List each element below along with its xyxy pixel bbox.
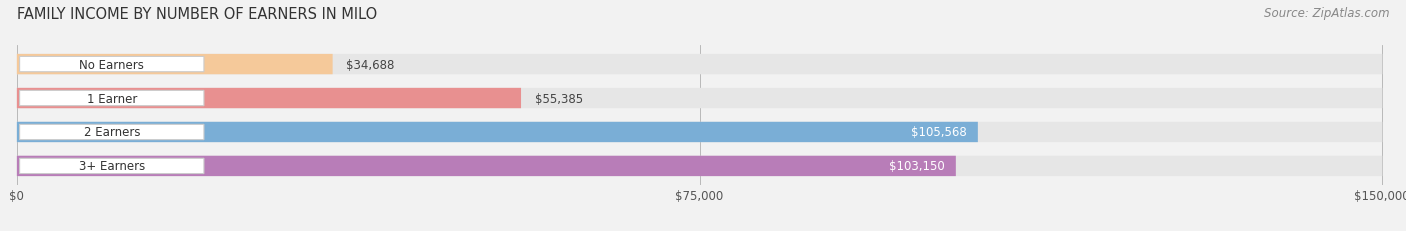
- Text: 2 Earners: 2 Earners: [83, 126, 141, 139]
- FancyBboxPatch shape: [20, 159, 204, 174]
- Text: Source: ZipAtlas.com: Source: ZipAtlas.com: [1264, 7, 1389, 20]
- FancyBboxPatch shape: [20, 91, 204, 106]
- Text: No Earners: No Earners: [79, 58, 145, 71]
- Text: 1 Earner: 1 Earner: [87, 92, 136, 105]
- FancyBboxPatch shape: [17, 55, 1382, 75]
- Text: $55,385: $55,385: [534, 92, 583, 105]
- Text: $105,568: $105,568: [911, 126, 967, 139]
- Text: 3+ Earners: 3+ Earners: [79, 160, 145, 173]
- FancyBboxPatch shape: [17, 88, 1382, 109]
- FancyBboxPatch shape: [20, 57, 204, 72]
- Text: FAMILY INCOME BY NUMBER OF EARNERS IN MILO: FAMILY INCOME BY NUMBER OF EARNERS IN MI…: [17, 7, 377, 22]
- FancyBboxPatch shape: [17, 122, 977, 143]
- FancyBboxPatch shape: [17, 88, 522, 109]
- FancyBboxPatch shape: [17, 122, 1382, 143]
- FancyBboxPatch shape: [20, 125, 204, 140]
- FancyBboxPatch shape: [17, 156, 1382, 176]
- FancyBboxPatch shape: [17, 55, 333, 75]
- Text: $103,150: $103,150: [889, 160, 945, 173]
- FancyBboxPatch shape: [17, 156, 956, 176]
- Text: $34,688: $34,688: [346, 58, 395, 71]
